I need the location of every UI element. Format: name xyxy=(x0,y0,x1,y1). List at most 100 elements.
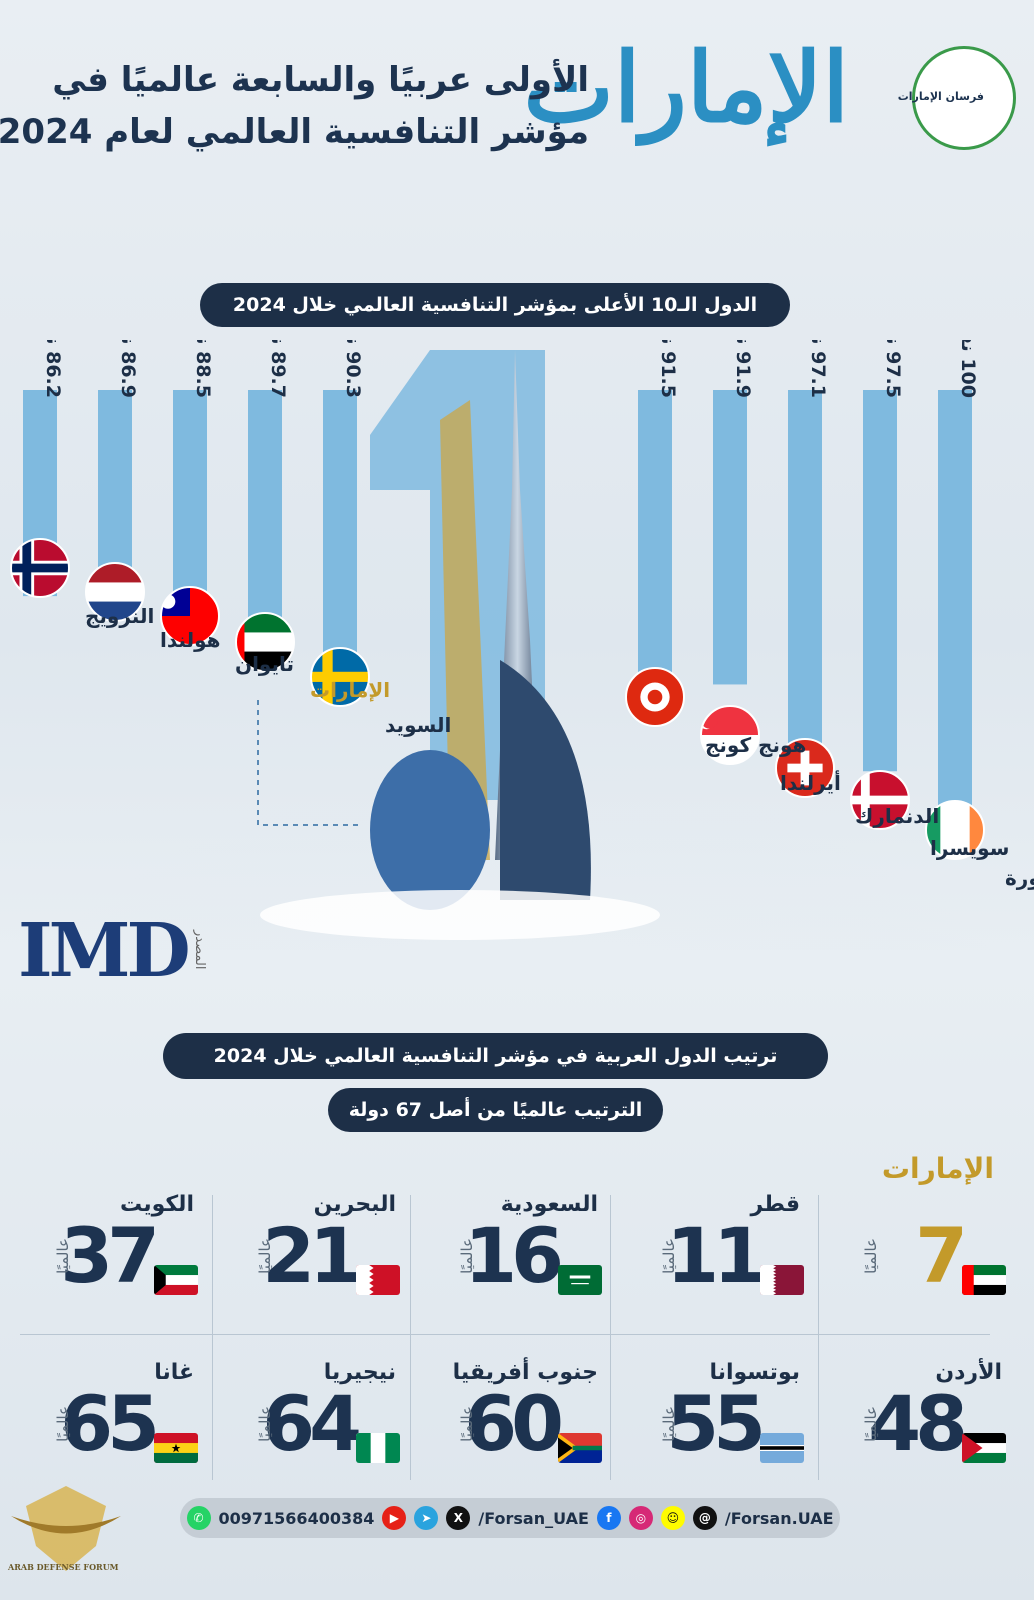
rank-country-name: السعودية xyxy=(500,1192,598,1217)
bar-6 xyxy=(248,390,282,651)
tower-gold xyxy=(440,400,490,860)
rank-country-name: بوتسوانا xyxy=(709,1360,800,1385)
country-label: سنغافورة xyxy=(1005,866,1034,890)
phone-number[interactable]: 00971566400384 xyxy=(218,1508,375,1528)
flag-hongkong-icon xyxy=(625,667,685,727)
value-label: 100 نقطة xyxy=(957,340,979,398)
instagram-icon[interactable]: ◎ xyxy=(628,1506,653,1530)
youtube-icon[interactable]: ▶ xyxy=(382,1506,407,1530)
value-label: 86.2 نقطة xyxy=(42,340,64,398)
rank-country-name: جنوب أفريقيا xyxy=(452,1360,598,1385)
source-label: المصدر xyxy=(192,930,207,970)
headline-line2: مؤشر التنافسية العالمي لعام 2024 xyxy=(0,112,589,152)
flag-saudi-icon xyxy=(558,1265,602,1295)
rank-country-name: البحرين xyxy=(313,1192,396,1217)
rank-card-qatar: قطر 11 عالميًا xyxy=(620,1160,822,1325)
flag-botswana-icon xyxy=(760,1433,804,1463)
country-label: هولندا xyxy=(160,628,221,652)
world-rank-label: عالميًا xyxy=(660,1406,678,1442)
world-rank-label: عالميًا xyxy=(54,1238,72,1274)
bar-0 xyxy=(938,390,972,810)
world-rank-label: عالميًا xyxy=(256,1238,274,1274)
social-footer: ✆ 00971566400384 ▶ ➤ X /Forsan_UAE f ◎ ☺… xyxy=(180,1498,840,1538)
threads-icon[interactable]: @ xyxy=(692,1506,717,1530)
value-label: 88.5 نقطة xyxy=(192,340,214,398)
rank-card-jordan: الأردن 48 عالميًا xyxy=(822,1328,1024,1493)
country-label: سويسرا xyxy=(930,836,1009,860)
bar-2 xyxy=(788,390,822,766)
flag-ghana-icon xyxy=(154,1433,198,1463)
flag-norway-icon xyxy=(10,538,70,598)
logo-text: فرسان الإمارات xyxy=(897,90,984,103)
rank-card-saudi: السعودية 16 عالميًا xyxy=(418,1160,620,1325)
forsan-logo xyxy=(912,46,1016,150)
country-label: هونج كونج xyxy=(705,733,806,757)
rank-number: 37 xyxy=(60,1211,160,1300)
value-label: 91.9 نقطة xyxy=(732,340,754,398)
world-rank-label: عالميًا xyxy=(862,1406,880,1442)
flag-switzerland-icon xyxy=(775,738,835,798)
rank-card-southafrica: جنوب أفريقيا 60 عالميًا xyxy=(418,1328,620,1493)
rank-number: 64 xyxy=(262,1379,362,1468)
x-icon[interactable]: X xyxy=(446,1506,471,1530)
flag-bahrain-icon xyxy=(356,1265,400,1295)
world-rank-label: عالميًا xyxy=(458,1406,476,1442)
rank-country-name: الأردن xyxy=(935,1360,1002,1385)
rank-card-nigeria: نيجيريا 64 عالميًا xyxy=(216,1328,418,1493)
rank-card-bahrain: البحرين 21 عالميًا xyxy=(216,1160,418,1325)
number-one-flag xyxy=(370,350,430,490)
grid-divider xyxy=(818,1195,819,1480)
facebook-icon[interactable]: f xyxy=(596,1506,621,1530)
clouds xyxy=(260,890,660,940)
handle-forsan-uae[interactable]: /Forsan_UAE xyxy=(478,1508,589,1528)
flag-qatar-icon xyxy=(760,1265,804,1295)
rank-card-kuwait: الكويت 37 عالميًا xyxy=(14,1160,216,1325)
grid-divider xyxy=(20,1334,990,1335)
grid-divider xyxy=(610,1195,611,1480)
arab-defense-forum-emblem xyxy=(11,1486,121,1571)
flag-singapore-icon xyxy=(700,705,760,765)
country-label: الدنمارك xyxy=(855,804,939,828)
flag-taiwan-icon xyxy=(160,586,220,646)
rank-card-ghana: غانا 65 عالميًا xyxy=(14,1328,216,1493)
arab-ranking-banner: ترتيب الدول العربية في مؤشر التنافسية ال… xyxy=(163,1033,828,1079)
country-label: تايوان xyxy=(235,652,294,676)
value-label: 90.3 نقطة xyxy=(342,340,364,398)
rank-number: 48 xyxy=(868,1379,968,1468)
whatsapp-icon[interactable]: ✆ xyxy=(186,1506,211,1530)
bar-5 xyxy=(323,390,357,660)
flag-jordan-icon xyxy=(962,1433,1006,1463)
brand-title: الإمارات xyxy=(523,31,850,144)
value-label: 97.5 نقطة xyxy=(882,340,904,398)
value-label: 97.1 نقطة xyxy=(807,340,829,398)
rank-country-name: نيجيريا xyxy=(323,1360,396,1385)
rank-country-name: قطر xyxy=(750,1192,800,1217)
imd-logo: IMD xyxy=(18,908,191,994)
handle-forsan-dot-uae[interactable]: /Forsan.UAE xyxy=(724,1508,834,1528)
world-rank-label: عالميًا xyxy=(660,1238,678,1274)
country-label: النرويج xyxy=(85,604,154,628)
bar-3 xyxy=(713,390,747,685)
flag-nigeria-icon xyxy=(356,1433,400,1463)
grid-divider xyxy=(212,1195,213,1480)
rank-number: 65 xyxy=(60,1379,160,1468)
forum-watermark: ARAB DEFENSE FORUM xyxy=(8,1562,119,1572)
top10-banner: الدول الـ10 الأعلى بمؤشر التنافسية العال… xyxy=(200,283,790,327)
bar-1 xyxy=(863,390,897,772)
telegram-icon[interactable]: ➤ xyxy=(414,1506,439,1530)
aldar-hq xyxy=(370,750,490,910)
snapchat-icon[interactable]: ☺ xyxy=(660,1506,685,1530)
grid-divider xyxy=(410,1195,411,1480)
bar-4 xyxy=(638,390,672,679)
rank-number: 21 xyxy=(262,1211,362,1300)
value-label: 89.7 نقطة xyxy=(267,340,289,398)
world-rank-label: عالميًا xyxy=(256,1406,274,1442)
flag-netherlands-icon xyxy=(85,562,145,622)
country-label: أيرلندا xyxy=(780,769,841,795)
value-label: 91.5 نقطة xyxy=(657,340,679,398)
flag-denmark-icon xyxy=(850,770,910,830)
flag-ireland-icon xyxy=(925,800,985,860)
flag-uae-icon xyxy=(235,612,295,672)
rank-number: 7 xyxy=(915,1211,968,1300)
flag-sweden-icon xyxy=(310,647,370,707)
